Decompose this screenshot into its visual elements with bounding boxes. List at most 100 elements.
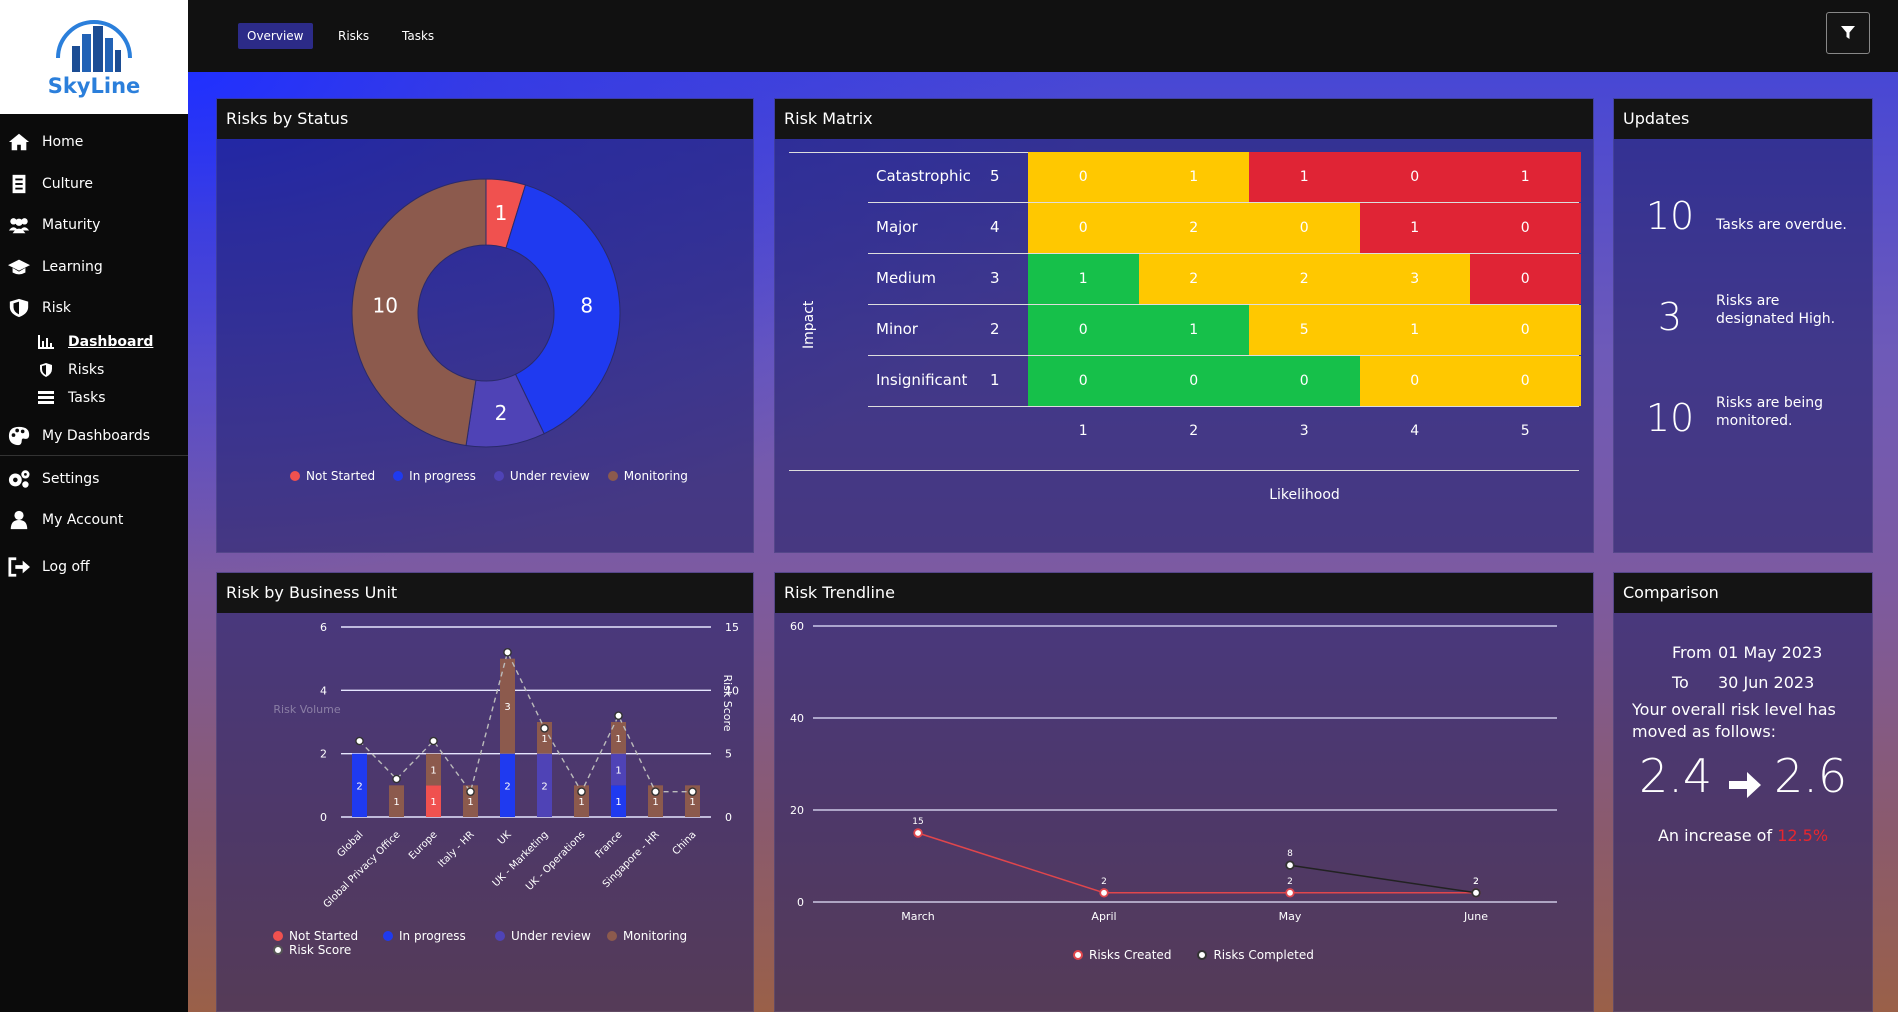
legend-item[interactable]: Monitoring bbox=[607, 469, 688, 483]
y-tick-label: 40 bbox=[790, 712, 804, 725]
matrix-row-score: 4 bbox=[990, 218, 1000, 236]
sidebar-item-maturity[interactable]: Maturity bbox=[8, 215, 100, 235]
sidebar-item-label: Log off bbox=[42, 559, 90, 575]
bar-segment bbox=[426, 785, 441, 817]
legend-label: Risk Score bbox=[289, 943, 352, 957]
matrix-cell[interactable]: 0 bbox=[1028, 356, 1139, 406]
sidebar-subitem-label: Risks bbox=[68, 362, 105, 378]
point-label: 2 bbox=[1473, 877, 1479, 887]
matrix-cell[interactable]: 1 bbox=[1028, 254, 1139, 304]
legend-item[interactable]: Risks Created bbox=[1073, 948, 1171, 962]
matrix-cell[interactable]: 0 bbox=[1028, 203, 1139, 253]
from-label: From bbox=[1672, 643, 1712, 662]
matrix-cell[interactable]: 1 bbox=[1249, 152, 1360, 202]
matrix-cell[interactable]: 1 bbox=[1470, 152, 1581, 202]
bar-label: 1 bbox=[393, 797, 399, 808]
legend-item[interactable]: Monitoring bbox=[607, 929, 687, 943]
matrix-cell[interactable]: 1 bbox=[1359, 203, 1470, 253]
sidebar-item-my-account[interactable]: My Account bbox=[8, 510, 123, 530]
x-tick-label: Europe bbox=[407, 829, 440, 862]
point-label: 15 bbox=[912, 817, 923, 827]
sidebar-item-my-dashboards[interactable]: My Dashboards bbox=[8, 426, 150, 446]
matrix-y-axis-label: Impact bbox=[801, 300, 817, 349]
bar-segment bbox=[611, 785, 626, 817]
x-tick-label: China bbox=[671, 829, 699, 857]
legend-item[interactable]: In progress bbox=[393, 469, 476, 483]
sidebar-subitem-dashboard[interactable]: Dashboard bbox=[38, 334, 153, 350]
legend-item[interactable]: Under review bbox=[495, 929, 591, 943]
update-number: 10 bbox=[1645, 194, 1695, 238]
matrix-cell[interactable]: 0 bbox=[1138, 356, 1249, 406]
from-date: 01 May 2023 bbox=[1718, 643, 1823, 662]
matrix-row-score: 1 bbox=[990, 371, 1000, 389]
graduation-cap-icon bbox=[8, 259, 30, 275]
sidebar-item-label: Maturity bbox=[42, 217, 101, 233]
sidebar-item-settings[interactable]: Settings bbox=[8, 469, 99, 489]
legend-item[interactable]: Under review bbox=[493, 469, 590, 483]
sidebar-item-learning[interactable]: Learning bbox=[8, 257, 103, 277]
x-tick-label: Global bbox=[335, 829, 365, 859]
matrix-cell[interactable]: 0 bbox=[1028, 152, 1139, 202]
bar-label: 1 bbox=[467, 797, 473, 808]
matrix-cell[interactable]: 5 bbox=[1249, 305, 1360, 355]
matrix-cell[interactable]: 2 bbox=[1138, 254, 1249, 304]
new-risk-value: 2.6 bbox=[1774, 749, 1848, 803]
matrix-cell[interactable]: 1 bbox=[1359, 305, 1470, 355]
matrix-col-label: 4 bbox=[1410, 423, 1420, 439]
sidebar-subitem-risks[interactable]: Risks bbox=[38, 362, 104, 378]
x-tick-label: UK bbox=[496, 829, 514, 847]
tab-tasks[interactable]: Tasks bbox=[402, 29, 435, 43]
matrix-cell[interactable]: 0 bbox=[1470, 203, 1581, 253]
tab-risks[interactable]: Risks bbox=[338, 29, 370, 43]
matrix-cell[interactable]: 0 bbox=[1470, 254, 1581, 304]
legend-item[interactable]: Risk Score bbox=[273, 943, 351, 957]
filter-button[interactable] bbox=[1826, 12, 1870, 54]
matrix-row-label: Minor bbox=[876, 320, 918, 338]
legend-label: In progress bbox=[409, 469, 476, 483]
matrix-cell[interactable]: 0 bbox=[1359, 152, 1470, 202]
matrix-cell[interactable]: 0 bbox=[1470, 356, 1581, 406]
sidebar-item-culture[interactable]: Culture bbox=[8, 174, 93, 194]
legend-item[interactable]: Not Started bbox=[290, 469, 375, 483]
point-label: 2 bbox=[1101, 877, 1107, 887]
legend-item[interactable]: Not Started bbox=[273, 929, 358, 943]
tab-overview[interactable]: Overview bbox=[238, 23, 313, 49]
logo[interactable]: SkyLine bbox=[0, 0, 188, 114]
legend-label: Monitoring bbox=[623, 469, 688, 483]
bar-label: 1 bbox=[615, 766, 621, 777]
sidebar-divider bbox=[0, 455, 188, 456]
matrix-cell[interactable]: 1 bbox=[1138, 152, 1249, 202]
matrix-cell[interactable]: 2 bbox=[1249, 254, 1360, 304]
matrix-row-label: Catastrophic bbox=[876, 167, 971, 185]
risk-score-point bbox=[503, 648, 512, 657]
risk-score-point bbox=[466, 787, 475, 796]
sidebar-item-risk[interactable]: Risk bbox=[8, 298, 71, 318]
legend-item[interactable]: Risks Completed bbox=[1197, 948, 1314, 962]
risks-by-status-panel: Risks by Status 1 8 2 10 Not Started In prog… bbox=[216, 98, 754, 553]
bar-label: 1 bbox=[430, 797, 436, 808]
donut-slice bbox=[351, 178, 487, 447]
matrix-cell[interactable]: 0 bbox=[1028, 305, 1139, 355]
panel-title: Risk Matrix bbox=[775, 99, 1593, 139]
matrix-cell[interactable]: 2 bbox=[1138, 203, 1249, 253]
donut-slice bbox=[505, 184, 621, 435]
legend-label: Not Started bbox=[289, 929, 359, 943]
change-prefix: An increase of bbox=[1657, 826, 1773, 845]
matrix-cell[interactable]: 3 bbox=[1359, 254, 1470, 304]
legend-item[interactable]: In progress bbox=[383, 929, 466, 943]
matrix-cell[interactable]: 0 bbox=[1249, 203, 1360, 253]
legend-label: Risks Created bbox=[1089, 948, 1172, 962]
matrix-cell[interactable]: 1 bbox=[1138, 305, 1249, 355]
matrix-cell[interactable]: 0 bbox=[1249, 356, 1360, 406]
risk-score-point bbox=[540, 724, 549, 733]
shield-icon bbox=[40, 363, 52, 377]
sidebar-item-label: Home bbox=[42, 134, 84, 150]
matrix-cell[interactable]: 0 bbox=[1470, 305, 1581, 355]
y-axis-label: Risk Volume bbox=[273, 703, 340, 716]
sidebar-item-log-off[interactable]: Log off bbox=[8, 557, 90, 577]
matrix-cell[interactable]: 0 bbox=[1359, 356, 1470, 406]
arrow-right-icon bbox=[1729, 772, 1761, 798]
sidebar-subitem-tasks[interactable]: Tasks bbox=[38, 390, 106, 406]
sidebar-item-home[interactable]: Home bbox=[8, 132, 83, 152]
risk-trendline-panel: Risk Trendline 0 20 40 60 March April May June 1… bbox=[774, 572, 1594, 1012]
